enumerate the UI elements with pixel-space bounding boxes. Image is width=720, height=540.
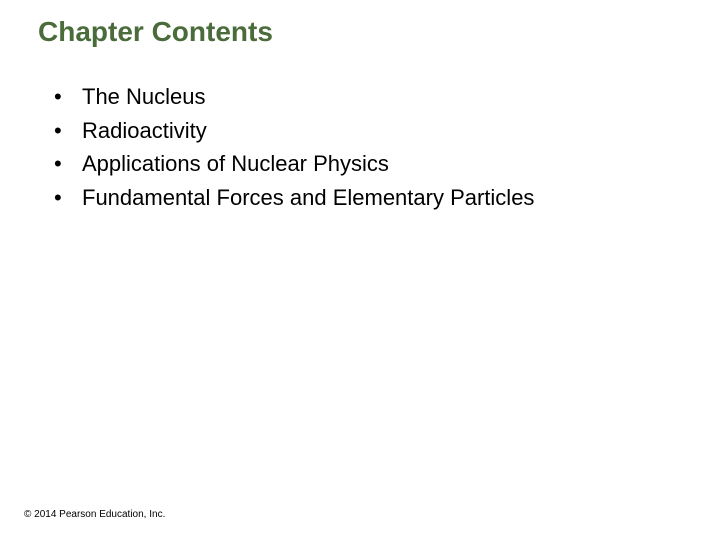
list-item: • Radioactivity — [54, 116, 534, 146]
contents-list: • The Nucleus • Radioactivity • Applicat… — [54, 82, 534, 217]
bullet-icon: • — [54, 116, 82, 146]
bullet-icon: • — [54, 183, 82, 213]
list-item-text: Applications of Nuclear Physics — [82, 149, 389, 179]
list-item-text: Fundamental Forces and Elementary Partic… — [82, 183, 534, 213]
slide: Chapter Contents • The Nucleus • Radioac… — [0, 0, 720, 540]
list-item-text: The Nucleus — [82, 82, 206, 112]
bullet-icon: • — [54, 149, 82, 179]
list-item: • The Nucleus — [54, 82, 534, 112]
bullet-icon: • — [54, 82, 82, 112]
list-item: • Fundamental Forces and Elementary Part… — [54, 183, 534, 213]
list-item: • Applications of Nuclear Physics — [54, 149, 534, 179]
slide-title: Chapter Contents — [38, 16, 273, 48]
copyright-text: © 2014 Pearson Education, Inc. — [24, 509, 165, 520]
list-item-text: Radioactivity — [82, 116, 207, 146]
